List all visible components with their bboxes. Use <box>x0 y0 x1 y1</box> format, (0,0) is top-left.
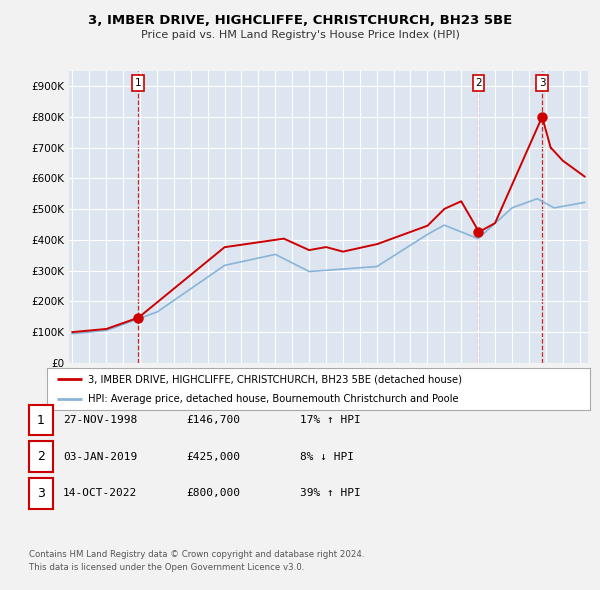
Text: HPI: Average price, detached house, Bournemouth Christchurch and Poole: HPI: Average price, detached house, Bour… <box>88 394 458 404</box>
Text: 17% ↑ HPI: 17% ↑ HPI <box>300 415 361 425</box>
Text: 1: 1 <box>37 414 45 427</box>
Text: Contains HM Land Registry data © Crown copyright and database right 2024.: Contains HM Land Registry data © Crown c… <box>29 550 364 559</box>
Text: 8% ↓ HPI: 8% ↓ HPI <box>300 452 354 461</box>
Text: Price paid vs. HM Land Registry's House Price Index (HPI): Price paid vs. HM Land Registry's House … <box>140 30 460 40</box>
Text: This data is licensed under the Open Government Licence v3.0.: This data is licensed under the Open Gov… <box>29 563 304 572</box>
Text: £146,700: £146,700 <box>186 415 240 425</box>
Text: 39% ↑ HPI: 39% ↑ HPI <box>300 489 361 498</box>
Text: 14-OCT-2022: 14-OCT-2022 <box>63 489 137 498</box>
Text: 3: 3 <box>539 78 545 88</box>
Text: 27-NOV-1998: 27-NOV-1998 <box>63 415 137 425</box>
Text: 3: 3 <box>37 487 45 500</box>
Text: 3, IMBER DRIVE, HIGHCLIFFE, CHRISTCHURCH, BH23 5BE: 3, IMBER DRIVE, HIGHCLIFFE, CHRISTCHURCH… <box>88 14 512 27</box>
Text: 2: 2 <box>37 450 45 463</box>
Text: £425,000: £425,000 <box>186 452 240 461</box>
Text: 03-JAN-2019: 03-JAN-2019 <box>63 452 137 461</box>
Text: £800,000: £800,000 <box>186 489 240 498</box>
Text: 1: 1 <box>135 78 142 88</box>
Text: 2: 2 <box>475 78 482 88</box>
Text: 3, IMBER DRIVE, HIGHCLIFFE, CHRISTCHURCH, BH23 5BE (detached house): 3, IMBER DRIVE, HIGHCLIFFE, CHRISTCHURCH… <box>88 374 461 384</box>
